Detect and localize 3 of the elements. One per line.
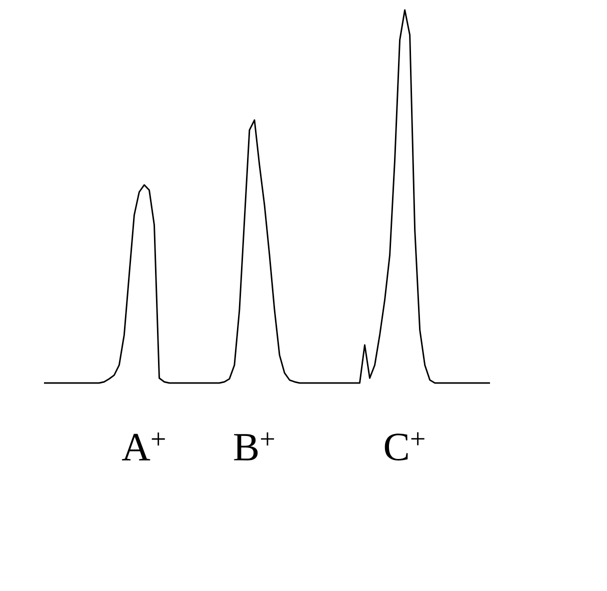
text: B$^{+}$ <box>234 432 274 460</box>
text: C$^{+}$ <box>384 432 424 461</box>
text: A$^{+}$ <box>122 432 165 460</box>
